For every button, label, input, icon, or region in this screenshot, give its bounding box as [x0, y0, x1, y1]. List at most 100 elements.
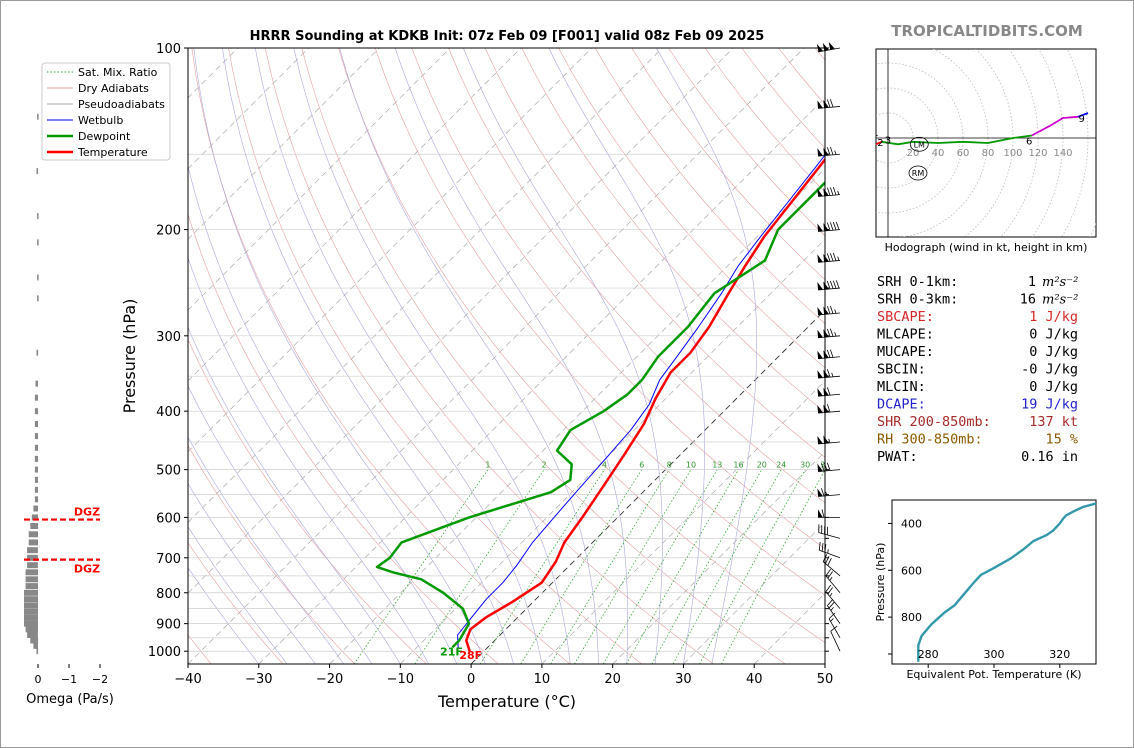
wind-barb — [825, 568, 841, 594]
wind-barb — [817, 387, 841, 397]
omega-tick-label: −1 — [61, 673, 77, 686]
wind-barb — [816, 41, 841, 53]
theta-e-y-axis-label: Pressure (hPa) — [874, 543, 887, 622]
isotherm-line — [541, 380, 825, 664]
mixing-ratio-line — [550, 469, 670, 664]
moist-adiabat-line — [222, 48, 514, 664]
wind-barb — [828, 612, 841, 638]
hodograph: 20 40 60 80 100 120 140 12 3 6 9 LM RM Hodograph (win… — [875, 48, 1097, 254]
chart-title: HRRR Sounding at KDKB Init: 07z Feb 09 [… — [250, 29, 765, 44]
hodograph-height-label: 3 — [885, 135, 891, 146]
y-tick-label: 500 — [156, 464, 181, 479]
legend-entry: Pseudoadiabats — [78, 98, 165, 111]
dry-adiabat-line — [191, 48, 571, 664]
moist-adiabat-line — [188, 482, 316, 664]
moist-adiabat-line — [463, 48, 663, 664]
stat-unit: m²s⁻² — [1042, 293, 1078, 308]
stat-value: 0 J/kg — [1029, 344, 1078, 360]
omega-axis-label: Omega (Pa/s) — [26, 692, 114, 707]
omega-bar — [34, 455, 38, 462]
wind-barb — [817, 462, 841, 472]
y-tick-label: 600 — [156, 511, 181, 526]
isotherm-line — [188, 48, 805, 664]
surface-temperature-label: 28F — [459, 649, 482, 662]
omega-bar — [24, 589, 38, 596]
omega-bar — [34, 421, 38, 427]
isotherm-line — [188, 48, 451, 311]
wind-barb — [818, 509, 840, 518]
y-tick-label: 900 — [156, 618, 181, 633]
mixing-ratio-label: 20 — [757, 461, 767, 470]
stat-label: SBCIN: — [877, 362, 926, 378]
axes: −40 −30 −20 −10 0 10 20 30 40 50 100 200 300 400 500 60… — [148, 42, 833, 687]
theta-e-y-tick-label: 600 — [901, 564, 922, 577]
series-wetbulb-line — [457, 154, 825, 649]
wind-barbs — [816, 41, 841, 652]
hodograph-ring-label: 140 — [1053, 148, 1072, 159]
moist-adiabat-line — [188, 257, 429, 664]
stat-label: RH 300-850mb: — [877, 432, 983, 448]
stat-label: DCAPE: — [877, 397, 926, 413]
omega-bar — [25, 569, 38, 576]
omega-bar — [33, 642, 38, 649]
x-axis-label: Temperature (°C) — [437, 692, 576, 711]
moist-adiabat-line — [548, 48, 705, 664]
stat-label: MUCAPE: — [877, 344, 934, 360]
omega-bar — [37, 274, 39, 281]
profile-series — [375, 154, 825, 652]
moist-adiabat-line — [188, 436, 344, 664]
thermo-background-lines: 1246810131620243036 — [188, 48, 825, 664]
mixing-ratio-line — [721, 469, 825, 664]
wind-barb — [817, 369, 841, 379]
moist-adiabat-line — [188, 326, 401, 664]
y-tick-label: 700 — [156, 552, 181, 567]
dry-adiabat-line — [188, 338, 427, 664]
dry-adiabat-line — [188, 542, 284, 664]
omega-bar — [37, 213, 39, 220]
omega-bar — [34, 476, 38, 483]
omega-bar — [34, 496, 38, 503]
dry-adiabat-line — [521, 48, 825, 413]
mixing-ratio-label: 24 — [776, 461, 786, 470]
dgz-label: DGZ — [74, 506, 100, 519]
legend-entry: Sat. Mix. Ratio — [78, 66, 158, 79]
stat-label: MLCIN: — [877, 379, 926, 395]
y-axis-label: Pressure (hPa) — [120, 299, 139, 414]
dry-adiabat-line — [374, 48, 825, 596]
legend-entry: Wetbulb — [78, 114, 123, 127]
omega-bar — [31, 514, 38, 521]
moist-adiabat-line — [656, 48, 757, 664]
omega-bar — [27, 632, 38, 638]
stat-value: 15 % — [1045, 432, 1078, 448]
theta-e-y-tick-label: 400 — [901, 517, 922, 530]
hodograph-ring-label: 100 — [1003, 148, 1022, 159]
omega-bar — [25, 626, 38, 633]
y-tick-label: 300 — [156, 330, 181, 345]
omega-bar — [37, 113, 39, 120]
omega-bar — [36, 349, 39, 356]
omega-bar — [28, 531, 38, 538]
omega-bar — [36, 168, 39, 175]
mixing-ratio-line — [414, 469, 545, 664]
mixing-ratio-line — [353, 469, 489, 664]
y-tick-label: 800 — [156, 587, 181, 602]
y-tick-label: 400 — [156, 405, 181, 420]
omega-bar — [24, 614, 38, 621]
mixing-ratio-line — [626, 469, 739, 664]
moist-adiabat-line — [293, 48, 571, 664]
wind-barb — [817, 252, 841, 263]
omega-bar — [24, 596, 38, 603]
omega-bar — [37, 295, 39, 302]
y-tick-label: 100 — [156, 42, 181, 57]
wind-barb — [822, 554, 841, 577]
stat-label: SRH 0-3km: — [877, 292, 958, 308]
storm-motion-label: LM — [914, 140, 925, 149]
moist-adiabat-line — [188, 567, 260, 664]
omega-bar — [27, 547, 38, 554]
x-tick-label: 50 — [817, 672, 834, 687]
omega-panel: 0 −1 −2 Omega (Pa/s) DGZ DGZ — [24, 113, 114, 707]
moist-adiabat-line — [339, 48, 599, 664]
surface-dewpoint-label: 21F — [440, 645, 463, 658]
omega-bar — [24, 608, 38, 615]
theta-e-line — [917, 502, 1097, 662]
